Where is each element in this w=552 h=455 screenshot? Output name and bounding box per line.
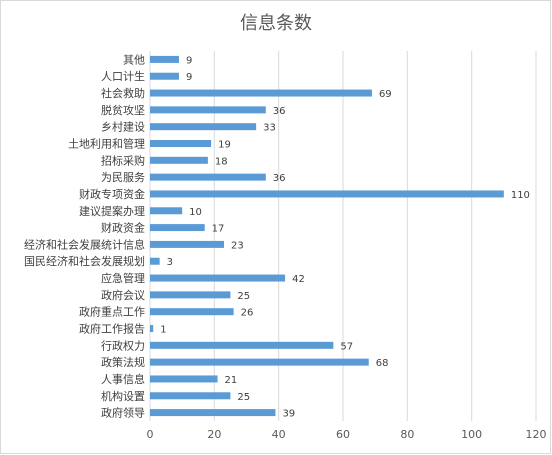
category-label-17: 行政权力 <box>101 338 145 352</box>
value-label-4: 33 <box>263 123 276 134</box>
value-label-17: 57 <box>340 341 353 352</box>
category-label-21: 政府领导 <box>101 406 145 420</box>
bar-7 <box>150 173 266 181</box>
x-tick-label-6: 120 <box>526 428 547 441</box>
category-label-5: 土地利用和管理 <box>68 137 145 151</box>
value-label-10: 17 <box>212 224 225 235</box>
bar-16 <box>150 325 154 332</box>
bar-20 <box>150 392 231 400</box>
category-label-0: 其他 <box>123 53 145 66</box>
category-label-10: 财政资金 <box>101 221 145 235</box>
chart-title: 信息条数 <box>240 13 312 34</box>
value-label-7: 36 <box>273 173 286 184</box>
category-label-11: 经济和社会发展统计信息 <box>24 237 145 251</box>
bar-11 <box>150 240 224 248</box>
bar-12 <box>150 257 160 265</box>
bar-8 <box>150 190 504 198</box>
bar-10 <box>150 224 205 232</box>
value-label-0: 9 <box>186 55 192 66</box>
bar-6 <box>150 156 208 164</box>
bar-2 <box>150 89 372 97</box>
value-label-12: 3 <box>167 257 173 268</box>
x-tick-label-5: 100 <box>461 428 482 441</box>
category-label-1: 人口计生 <box>101 69 145 83</box>
bar-14 <box>150 291 231 299</box>
x-tick-label-3: 60 <box>336 428 350 441</box>
category-label-19: 人事信息 <box>101 372 145 386</box>
bar-1 <box>150 72 179 80</box>
category-label-12: 国民经济和社会发展规划 <box>24 254 145 268</box>
value-label-16: 1 <box>160 325 166 336</box>
value-label-5: 19 <box>218 140 231 151</box>
bar-19 <box>150 375 218 383</box>
x-tick-label-4: 80 <box>400 428 414 441</box>
bar-13 <box>150 274 286 282</box>
category-label-6: 招标采购 <box>101 153 145 167</box>
value-label-21: 39 <box>282 409 295 420</box>
category-label-18: 政策法规 <box>101 355 145 369</box>
x-tick-label-1: 20 <box>207 428 221 441</box>
category-label-3: 脱贫攻坚 <box>101 103 145 117</box>
value-label-6: 18 <box>215 156 228 167</box>
bar-3 <box>150 106 266 114</box>
value-label-18: 68 <box>376 358 389 369</box>
bar-15 <box>150 308 234 316</box>
category-label-20: 机构设置 <box>101 389 145 403</box>
category-label-9: 建议提案办理 <box>79 204 145 218</box>
bar-18 <box>150 358 369 366</box>
category-label-14: 政府会议 <box>101 288 145 302</box>
category-label-8: 财政专项资金 <box>79 187 145 201</box>
value-labels: 9 9 69 36 33 19 18 36 110 10 17 23 3 42 25 26 1 57 68 21 25 3… <box>160 55 530 419</box>
bar-5 <box>150 140 212 147</box>
x-tick-label-2: 40 <box>272 428 286 441</box>
bar-4 <box>150 123 257 131</box>
category-labels: 其他人口计生社会救助脱贫攻坚乡村建设土地利用和管理招标采购为民服务财政专项资金建… <box>24 53 145 419</box>
bar-0 <box>150 55 179 63</box>
category-label-16: 政府工作报告 <box>79 322 145 336</box>
category-label-7: 为民服务 <box>101 171 145 184</box>
value-label-2: 69 <box>379 89 392 100</box>
value-label-19: 21 <box>225 375 238 386</box>
x-tick-label-0: 0 <box>147 428 154 441</box>
bar-21 <box>150 409 276 417</box>
bar-17 <box>150 341 334 349</box>
x-axis-tick-labels: 0 20 40 60 80 100 120 <box>147 428 547 441</box>
bars <box>150 55 504 417</box>
bar-9 <box>150 207 183 215</box>
category-label-4: 乡村建设 <box>101 120 145 134</box>
category-label-15: 政府重点工作 <box>79 305 145 319</box>
value-label-20: 25 <box>237 392 250 403</box>
value-label-3: 36 <box>273 106 286 117</box>
value-label-13: 42 <box>292 274 305 285</box>
category-label-13: 应急管理 <box>101 271 145 285</box>
value-label-14: 25 <box>237 291 250 302</box>
value-label-1: 9 <box>186 72 192 83</box>
value-label-9: 10 <box>189 207 202 218</box>
category-label-2: 社会救助 <box>101 86 145 100</box>
value-label-15: 26 <box>241 308 254 319</box>
value-label-8: 110 <box>511 190 530 201</box>
value-label-11: 23 <box>231 240 244 251</box>
